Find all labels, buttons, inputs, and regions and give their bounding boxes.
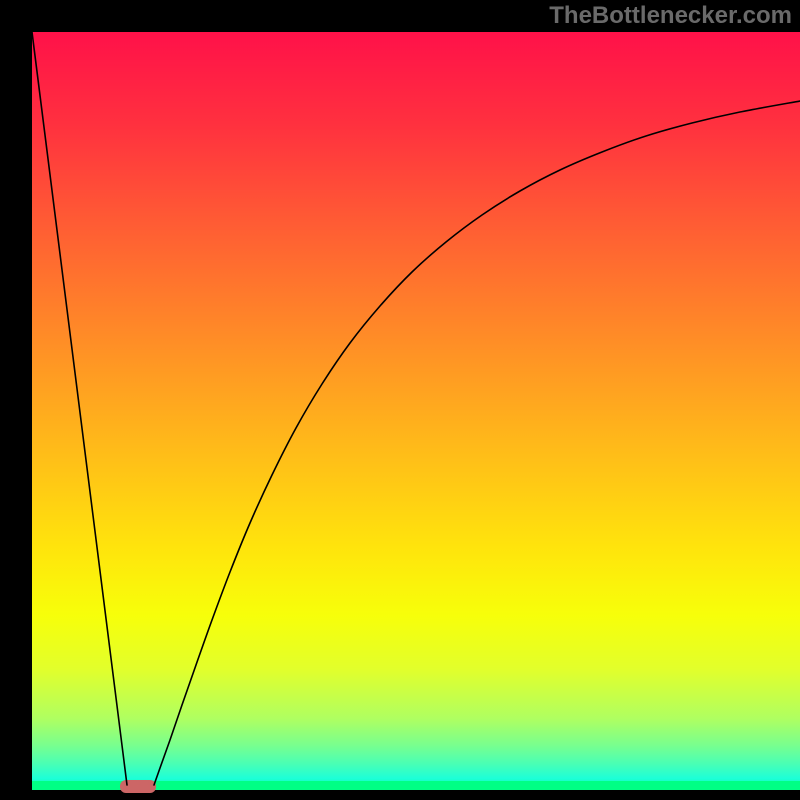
- chart-svg: [0, 0, 800, 800]
- chart-container: TheBottlenecker.com: [0, 0, 800, 800]
- bottleneck-marker: [120, 780, 156, 793]
- gradient-background: [32, 32, 800, 790]
